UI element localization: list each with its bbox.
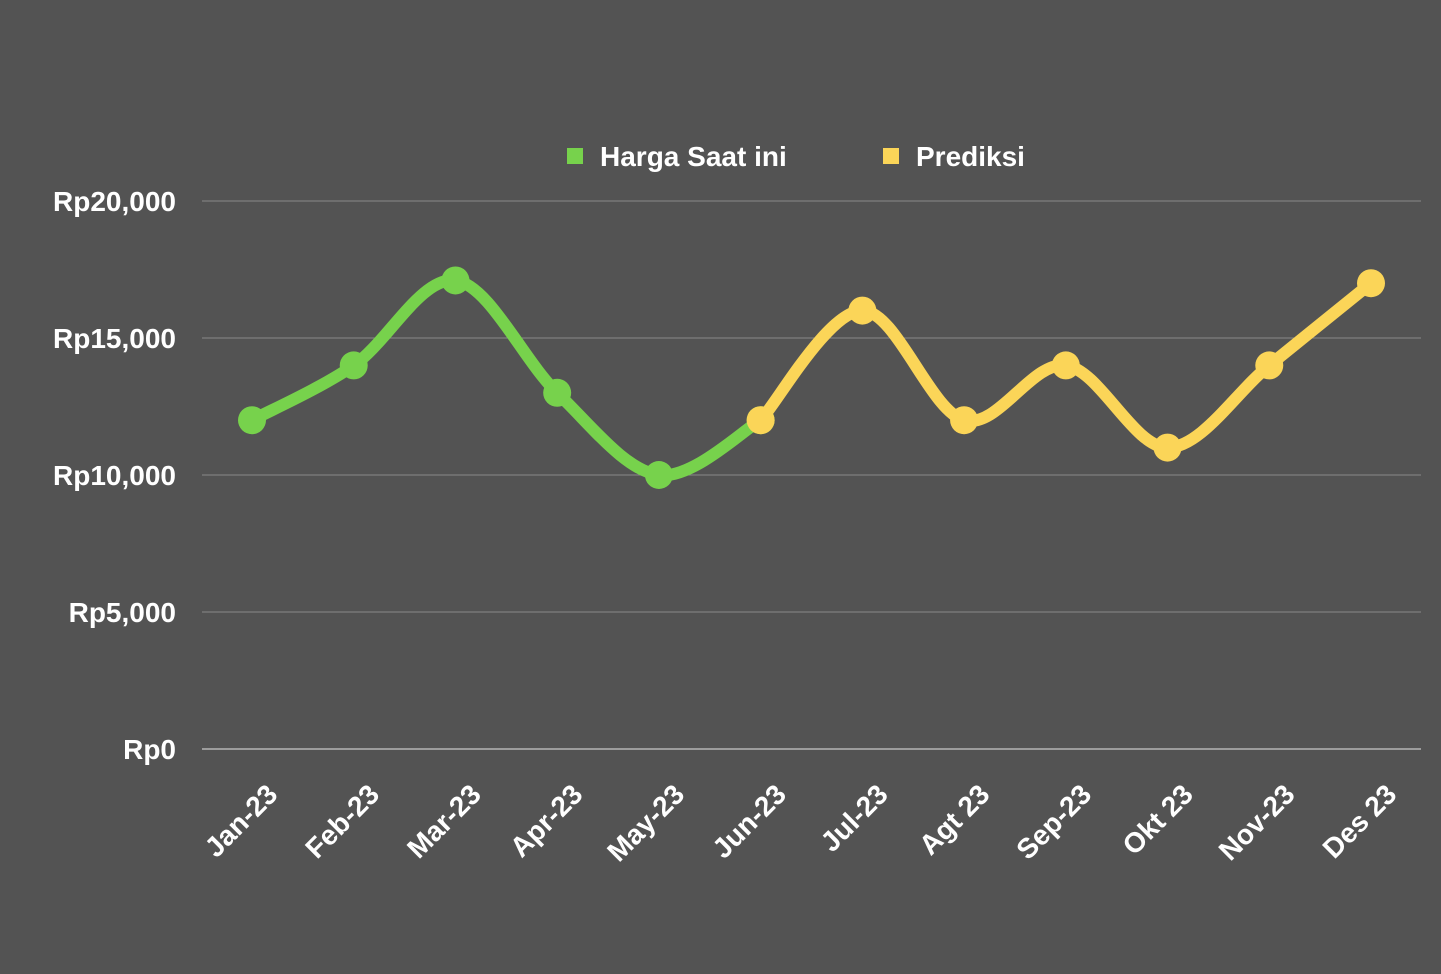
y-tick-label: Rp10,000 (53, 460, 176, 491)
y-tick-label: Rp20,000 (53, 186, 176, 217)
x-tick-label: Okt 23 (1116, 778, 1198, 860)
series (238, 266, 1385, 489)
x-tick-label: Mar-23 (401, 778, 487, 864)
x-tick-label: Sep-23 (1010, 778, 1097, 865)
data-point-harga-saat-ini-mar-23 (441, 266, 470, 295)
data-point-harga-saat-ini-may-23 (644, 461, 673, 489)
data-point-prediksi-agt-23 (950, 406, 979, 435)
data-point-prediksi-jun-23 (746, 406, 775, 435)
data-point-harga-saat-ini-jan-23 (238, 406, 266, 435)
legend-label: Harga Saat ini (600, 141, 787, 172)
series-line-harga-saat-ini (246, 274, 767, 482)
legend-item-harga-saat-ini: Harga Saat ini (567, 141, 787, 172)
data-point-prediksi-sep-23 (1051, 351, 1080, 380)
data-point-harga-saat-ini-feb-23 (339, 351, 368, 380)
legend: Harga Saat ini Prediksi (567, 141, 1025, 172)
legend-item-prediksi: Prediksi (883, 141, 1025, 172)
data-point-prediksi-okt-23 (1153, 433, 1182, 462)
x-tick-label: Jan-23 (199, 778, 284, 863)
x-tick-label: Apr-23 (504, 778, 589, 863)
x-tick-label: Feb-23 (299, 778, 385, 864)
series-prediksi (746, 269, 1385, 462)
data-point-harga-saat-ini-apr-23 (543, 378, 572, 407)
x-tick-label: May-23 (601, 778, 690, 867)
series-harga-saat-ini (238, 266, 775, 489)
x-tick-label: Agt 23 (913, 778, 995, 860)
y-tick-label: Rp15,000 (53, 323, 176, 354)
x-tick-label: Jul-23 (815, 778, 894, 857)
data-point-prediksi-des-23 (1357, 269, 1385, 298)
y-tick-label: Rp0 (123, 734, 176, 765)
y-tick-label: Rp5,000 (69, 597, 176, 628)
legend-swatch (883, 148, 899, 164)
data-point-prediksi-nov-23 (1255, 351, 1284, 380)
legend-swatch (567, 148, 583, 164)
data-point-prediksi-jul-23 (848, 296, 877, 325)
x-axis-tick-labels: Jan-23 Feb-23 Mar-23 Apr-23 May-23 Jun-23 Jul-… (199, 778, 1403, 867)
y-axis-tick-labels: Rp0 Rp5,000 Rp10,000 Rp15,000 Rp20,000 (53, 186, 176, 765)
x-tick-label: Des 23 (1317, 778, 1403, 864)
gridlines (202, 200, 1421, 750)
x-tick-label: Nov-23 (1213, 778, 1301, 866)
x-tick-label: Jun-23 (706, 778, 792, 864)
legend-label: Prediksi (916, 141, 1025, 172)
